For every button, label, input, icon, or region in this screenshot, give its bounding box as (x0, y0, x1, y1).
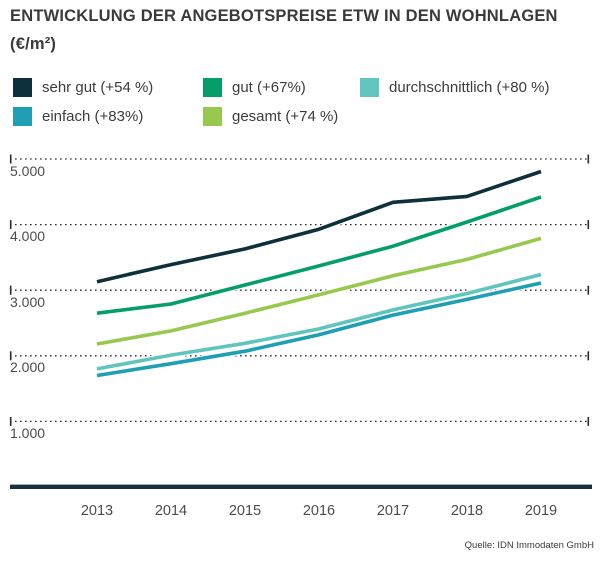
legend-item-sehr gut: sehr gut (+54 %) (13, 77, 203, 97)
legend-label: gesamt (+74 %) (232, 107, 339, 125)
x-axis-tick-label: 2017 (376, 503, 410, 519)
legend-swatch-icon (13, 106, 32, 126)
series-line-sehr gut (96, 169, 542, 284)
y-axis-tick-label: 4.000 (10, 228, 46, 245)
page-title-unit: (€/m²) (10, 35, 57, 53)
page-title: ENTWICKLUNG DER ANGEBOTSPREISE ETW IN DE… (10, 7, 558, 25)
legend-item-einfach: einfach (+83%) (13, 106, 203, 126)
x-axis-tick-label: 2015 (228, 503, 262, 519)
series-line-einfach (96, 281, 542, 378)
series-line-gut (96, 195, 542, 315)
legend-label: gut (+67%) (232, 78, 306, 96)
legend-swatch-icon (13, 77, 32, 97)
series-line-gesamt (96, 236, 542, 346)
legend-swatch-icon (203, 77, 222, 97)
legend-item-gesamt: gesamt (+74 %) (203, 106, 360, 126)
legend-swatch-icon (360, 77, 379, 97)
legend-label: durchschnittlich (+80 %) (389, 78, 550, 96)
legend-item-gut: gut (+67%) (203, 77, 360, 97)
x-axis-line (10, 484, 592, 489)
series-line-durchschnittlich (96, 272, 542, 371)
x-axis-tick-label: 2018 (450, 503, 484, 519)
x-axis-tick-label: 2014 (154, 503, 188, 519)
y-axis-tick-label: 2.000 (10, 359, 46, 376)
x-axis-tick-label: 2013 (80, 503, 114, 519)
legend-label: einfach (+83%) (42, 107, 144, 125)
legend-swatch-icon (203, 106, 222, 126)
y-axis-tick-label: 3.000 (10, 293, 46, 310)
x-axis-tick-label: 2016 (302, 503, 336, 519)
legend-label: sehr gut (+54 %) (42, 78, 154, 96)
y-axis-tick-label: 1.000 (10, 424, 46, 441)
legend-item-durchschnittlich: durchschnittlich (+80 %) (360, 77, 550, 97)
source-note: Quelle: IDN Immodaten GmbH (464, 540, 594, 551)
chart-legend: sehr gut (+54 %) gut (+67%) durchschnittli… (13, 77, 550, 126)
y-axis-tick-label: 5.000 (10, 162, 46, 179)
x-axis-tick-label: 2019 (524, 503, 558, 519)
